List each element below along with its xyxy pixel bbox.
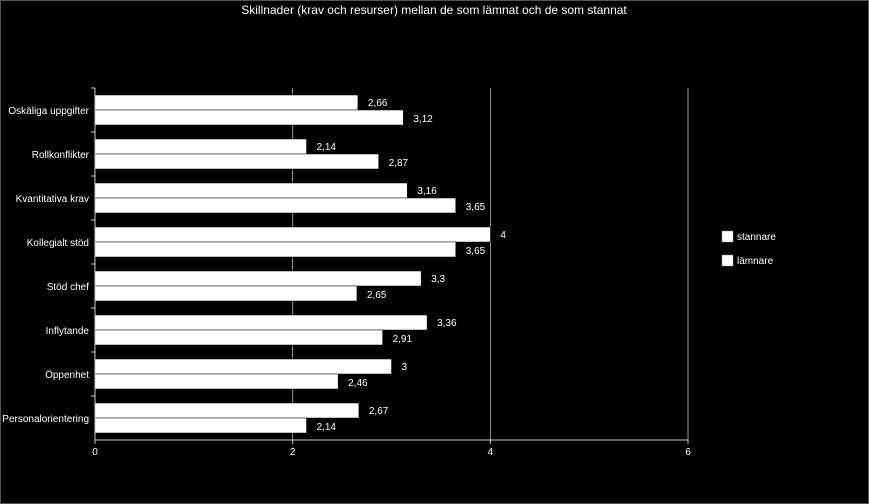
category-label: Öppenhet xyxy=(45,369,89,381)
bar-stannare xyxy=(94,94,359,111)
category-label: Stöd chef xyxy=(47,282,89,293)
category-label: Rollkonflikter xyxy=(32,150,90,161)
x-axis-ticks: 0 2 4 6 xyxy=(92,440,691,458)
bar-lämnare xyxy=(94,329,383,346)
x-tick-label: 2 xyxy=(290,447,296,458)
legend-swatch xyxy=(721,254,734,267)
data-label: 3,36 xyxy=(437,318,457,329)
data-label: 3,3 xyxy=(431,274,445,285)
data-label: 3 xyxy=(402,362,408,373)
category-labels: Oskäliga uppgifter Rollkonflikter Kvantita… xyxy=(2,87,95,425)
bar-stannare xyxy=(94,226,491,243)
category-label: Personalorientering xyxy=(2,414,89,425)
x-tick-label: 4 xyxy=(488,447,494,458)
data-label: 3,65 xyxy=(466,246,486,257)
bar-lämnare xyxy=(94,417,307,434)
data-label: 2,67 xyxy=(369,406,389,417)
bar-stannare xyxy=(94,270,422,287)
bar-lämnare xyxy=(94,241,456,258)
bar-lämnare xyxy=(94,197,456,214)
data-label: 4 xyxy=(500,230,506,241)
data-label: 3,65 xyxy=(466,202,486,213)
data-label: 3,16 xyxy=(417,186,437,197)
bars: 2,66 3,12 2,14 2,87 3,16 3,65 4 3,65 3,3 2,65 3,36… xyxy=(94,94,506,434)
bar-stannare xyxy=(94,358,392,375)
data-label: 2,14 xyxy=(317,422,337,433)
legend: stannare lämnare xyxy=(721,230,776,267)
data-label: 2,91 xyxy=(393,334,413,345)
category-label: Oskäliga uppgifter xyxy=(8,106,89,117)
category-label: Kollegialt stöd xyxy=(27,238,89,249)
category-label: Inflytande xyxy=(46,326,90,337)
bar-stannare xyxy=(94,314,428,331)
bar-stannare xyxy=(94,182,408,199)
data-label: 2,46 xyxy=(348,378,368,389)
bar-lämnare xyxy=(94,373,339,390)
bar-stannare xyxy=(94,138,307,155)
x-tick-label: 0 xyxy=(92,447,98,458)
data-label: 2,14 xyxy=(317,142,337,153)
chart-title: Skillnader (krav och resurser) mellan de… xyxy=(241,3,627,17)
bar-stannare xyxy=(94,402,360,419)
category-label: Kvantitativa krav xyxy=(16,194,89,205)
bar-lämnare xyxy=(94,285,358,302)
data-label: 2,66 xyxy=(368,98,388,109)
data-label: 2,65 xyxy=(367,290,387,301)
x-tick-label: 6 xyxy=(685,447,691,458)
legend-swatch xyxy=(721,230,734,243)
legend-label: lämnare xyxy=(737,256,774,267)
data-label: 3,12 xyxy=(413,114,433,125)
legend-label: stannare xyxy=(737,232,776,243)
bar-lämnare xyxy=(94,109,404,126)
data-label: 2,87 xyxy=(389,158,409,169)
bar-lämnare xyxy=(94,153,379,170)
